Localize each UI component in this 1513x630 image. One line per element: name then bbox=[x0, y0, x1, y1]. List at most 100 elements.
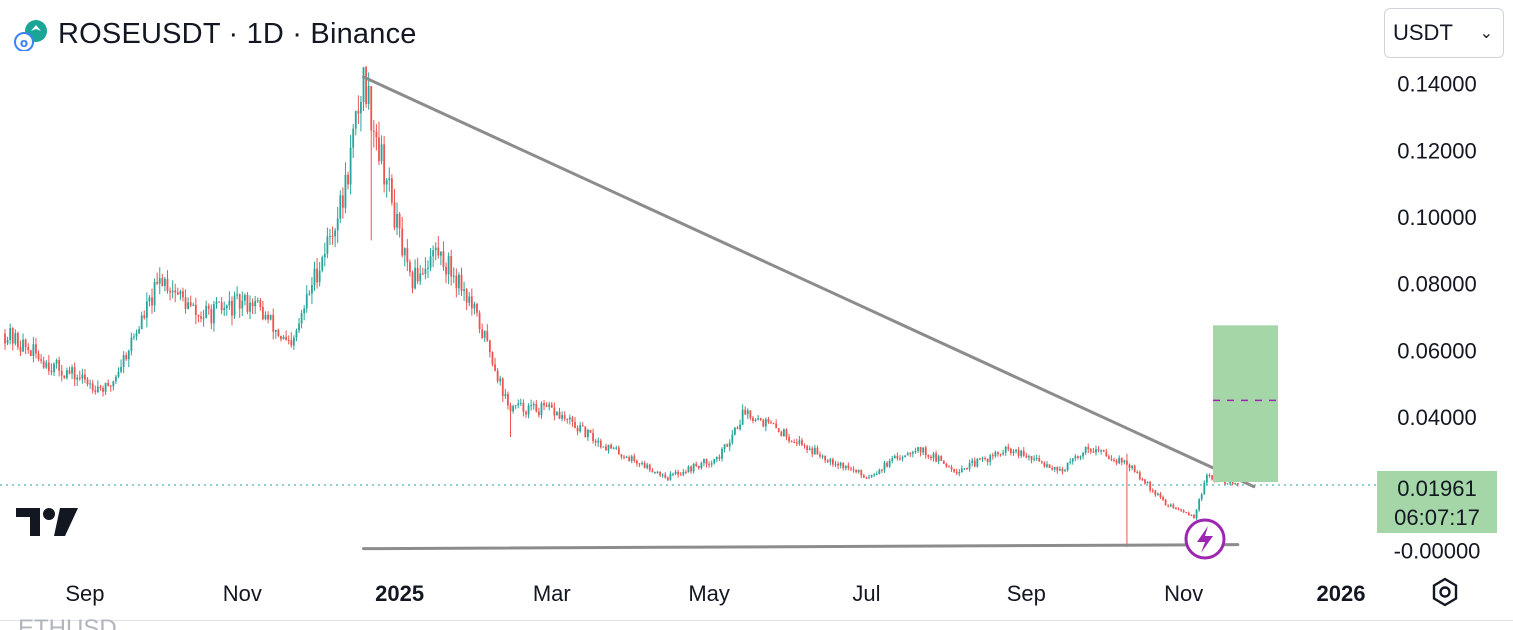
candle-body bbox=[764, 419, 767, 427]
candle-body bbox=[798, 440, 801, 444]
candle-body bbox=[491, 351, 494, 365]
candle-body bbox=[1020, 450, 1023, 456]
candle-body bbox=[739, 424, 741, 430]
candle-body bbox=[313, 268, 316, 286]
candle-body bbox=[424, 268, 427, 274]
candle-body bbox=[501, 378, 504, 397]
candle-body bbox=[917, 447, 919, 451]
candle-body bbox=[661, 474, 664, 476]
candle-body bbox=[1123, 460, 1126, 463]
time-tick-label: Mar bbox=[533, 581, 571, 606]
candle-body bbox=[940, 456, 943, 461]
candle-body bbox=[71, 367, 73, 374]
candle-body bbox=[548, 404, 551, 407]
candle-body bbox=[318, 270, 321, 283]
price-axis[interactable]: 0.14000 0.12000 0.10000 0.08000 0.06000 0.040… bbox=[1394, 72, 1481, 564]
candle-body bbox=[1133, 465, 1136, 472]
candle-body bbox=[280, 335, 282, 340]
candle-body bbox=[205, 305, 208, 318]
candle-body bbox=[656, 471, 659, 473]
candle-body bbox=[22, 339, 24, 352]
descending-trendline bbox=[362, 75, 1256, 489]
candle-body bbox=[973, 460, 976, 467]
candle-body bbox=[468, 296, 471, 303]
candle-body bbox=[1136, 471, 1139, 473]
candle-body bbox=[19, 347, 22, 352]
last-price-value: 0.01961 bbox=[1397, 476, 1477, 501]
candle-body bbox=[411, 272, 414, 289]
candle-body bbox=[89, 383, 92, 385]
candle-body bbox=[421, 273, 424, 275]
candle-body bbox=[120, 366, 122, 372]
candle-body bbox=[1180, 509, 1182, 511]
candle-body bbox=[530, 405, 533, 407]
candle-body bbox=[277, 329, 280, 336]
candle-body bbox=[586, 429, 589, 438]
candle-body bbox=[60, 370, 63, 376]
tradingview-logo-icon[interactable] bbox=[16, 506, 78, 543]
symbol-title[interactable]: ROSEUSDT · 1D · Binance bbox=[58, 17, 417, 50]
candle-body bbox=[1071, 458, 1074, 462]
candle-body bbox=[427, 267, 429, 269]
candle-body bbox=[143, 315, 146, 318]
candle-body bbox=[942, 460, 945, 464]
price-tick-label: 0.14000 bbox=[1397, 72, 1477, 97]
candle-body bbox=[331, 236, 334, 238]
candle-body bbox=[153, 281, 156, 306]
candle-body bbox=[1118, 457, 1121, 464]
candle-body bbox=[65, 370, 68, 378]
candle-body bbox=[267, 314, 269, 320]
candle-body bbox=[432, 250, 435, 257]
price-tick-label: 0.12000 bbox=[1397, 138, 1477, 163]
currency-select[interactable]: USDT ⌄ bbox=[1384, 8, 1504, 58]
candle-body bbox=[919, 447, 922, 453]
candle-body bbox=[295, 330, 298, 338]
settings-gear-icon[interactable] bbox=[1430, 577, 1460, 612]
candle-body bbox=[367, 86, 370, 105]
candle-body bbox=[1211, 475, 1213, 480]
time-axis[interactable]: Sep Nov 2025 Mar May Jul Sep Nov 2026 bbox=[65, 581, 1365, 606]
candle-body bbox=[713, 458, 716, 464]
candle-body bbox=[865, 477, 868, 479]
candle-body bbox=[115, 376, 117, 382]
price-tick-label: 0.08000 bbox=[1397, 272, 1477, 297]
candle-body bbox=[393, 202, 396, 228]
candle-body bbox=[323, 253, 326, 258]
candle-body bbox=[937, 456, 940, 462]
candle-body bbox=[409, 262, 411, 273]
candle-body bbox=[1169, 504, 1172, 507]
time-tick-label: Nov bbox=[1164, 581, 1203, 606]
candle-body bbox=[396, 213, 398, 228]
candle-body bbox=[1154, 490, 1157, 496]
candle-body bbox=[620, 454, 623, 457]
bar-countdown: 06:07:17 bbox=[1394, 505, 1480, 530]
candle-body bbox=[372, 130, 375, 132]
candle-body bbox=[390, 178, 393, 203]
candle-body bbox=[581, 425, 584, 427]
candle-body bbox=[133, 336, 135, 338]
candle-body bbox=[251, 302, 254, 307]
candle-body bbox=[1115, 460, 1118, 464]
candle-body bbox=[968, 462, 971, 469]
candle-body bbox=[519, 402, 522, 404]
candle-body bbox=[568, 417, 571, 420]
candle-body bbox=[460, 274, 463, 291]
candle-body bbox=[1043, 462, 1046, 467]
candle-body bbox=[955, 471, 958, 474]
drawings-layer bbox=[362, 75, 1278, 551]
candle-body bbox=[1004, 446, 1007, 453]
candle-body bbox=[780, 431, 783, 437]
candle-body bbox=[1131, 465, 1133, 468]
candle-body bbox=[981, 458, 984, 460]
candle-body bbox=[924, 447, 927, 456]
candle-body bbox=[53, 363, 55, 373]
candle-body bbox=[1017, 449, 1020, 456]
candle-body bbox=[744, 409, 747, 415]
candle-body bbox=[135, 333, 138, 337]
candle-body bbox=[326, 236, 329, 254]
candle-body bbox=[677, 471, 680, 475]
candle-body bbox=[447, 256, 450, 275]
alert-lightning-icon[interactable] bbox=[1184, 518, 1226, 560]
candle-body bbox=[986, 458, 989, 462]
